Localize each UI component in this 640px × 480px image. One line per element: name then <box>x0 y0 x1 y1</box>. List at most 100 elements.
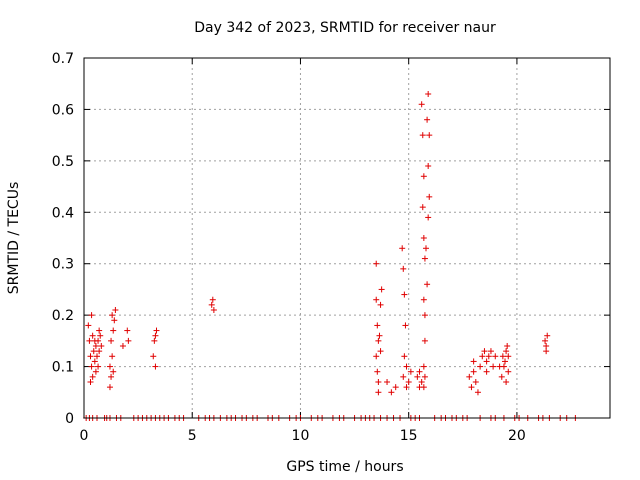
data-point <box>209 296 216 303</box>
data-point <box>420 173 427 180</box>
data-point <box>375 389 382 396</box>
data-point <box>401 353 408 360</box>
data-point <box>384 379 391 385</box>
data-point <box>153 327 160 334</box>
data-point <box>424 281 431 288</box>
y-tick-label: 0.2 <box>52 308 74 324</box>
data-point <box>109 353 116 360</box>
data-point <box>425 91 432 97</box>
data-point <box>499 353 506 360</box>
data-point <box>405 379 412 385</box>
data-point <box>88 363 95 370</box>
data-point <box>419 204 426 211</box>
data-point <box>425 214 432 221</box>
data-point <box>86 337 93 344</box>
data-point <box>111 317 118 324</box>
data-point <box>504 343 511 349</box>
tick-labels: 0 5 10 15 20 0 0.1 0.2 0.3 0.4 0.5 0.6 0.7 <box>52 51 526 444</box>
data-point <box>544 332 551 339</box>
data-point <box>125 337 132 344</box>
data-point <box>92 368 99 375</box>
data-point <box>110 368 117 375</box>
data-point <box>477 363 484 370</box>
data-point <box>402 322 409 329</box>
data-point <box>403 363 410 370</box>
y-axis-label: SRMTID / TECUs <box>6 182 22 295</box>
data-point <box>472 379 479 385</box>
data-point <box>373 353 380 360</box>
data-point <box>108 337 115 344</box>
data-point <box>426 132 433 139</box>
data-point <box>375 337 382 344</box>
data-point <box>479 353 486 360</box>
x-tick-label: 20 <box>508 428 526 444</box>
data-point <box>483 368 490 375</box>
data-point <box>424 116 431 123</box>
data-point <box>421 255 428 262</box>
data-point <box>414 373 421 380</box>
data-point <box>401 291 408 298</box>
data-point <box>421 373 428 380</box>
data-point <box>110 327 117 334</box>
data-point <box>108 373 115 380</box>
data-point <box>92 343 99 349</box>
data-point <box>377 301 384 308</box>
data-point <box>490 363 497 370</box>
data-point <box>150 353 157 360</box>
data-point <box>109 312 116 319</box>
data-point <box>85 322 92 329</box>
data-point <box>543 348 550 355</box>
data-point <box>474 389 481 396</box>
data-point <box>89 332 96 339</box>
data-point <box>95 363 102 370</box>
data-point <box>420 235 427 241</box>
data-point <box>487 348 494 355</box>
y-tick-label: 0.3 <box>52 257 74 273</box>
data-point <box>373 260 380 267</box>
data-point <box>502 358 509 365</box>
data-point <box>420 363 427 370</box>
data-point <box>377 348 384 355</box>
data-point <box>88 312 95 319</box>
data-point <box>106 384 113 391</box>
y-tick-label: 0 <box>65 411 74 427</box>
data-point <box>392 384 399 391</box>
data-point <box>420 384 427 391</box>
data-point <box>470 358 477 365</box>
data-point <box>375 379 382 385</box>
x-axis-label: GPS time / hours <box>286 459 403 475</box>
data-point <box>106 363 113 370</box>
y-tick-label: 0.5 <box>52 154 74 170</box>
data-point <box>420 296 427 303</box>
data-point <box>91 358 98 365</box>
data-point <box>90 348 97 355</box>
data-point <box>498 373 505 380</box>
data-point <box>151 337 158 344</box>
data-point <box>421 312 428 319</box>
data-point <box>374 368 381 375</box>
data-point <box>210 307 217 313</box>
data-point <box>399 245 406 252</box>
data-point <box>376 332 383 339</box>
data-point <box>374 322 381 329</box>
data-point <box>503 348 510 355</box>
data-point <box>388 389 395 396</box>
y-tick-label: 0.1 <box>52 360 74 376</box>
y-tick-label: 0.4 <box>52 205 74 221</box>
x-tick-label: 0 <box>80 428 89 444</box>
data-point <box>97 332 104 339</box>
data-point <box>485 353 492 360</box>
data-point <box>87 379 94 385</box>
data-point <box>505 353 512 360</box>
data-point <box>403 384 410 391</box>
y-tick-label: 0.6 <box>52 102 74 118</box>
x-tick-label: 10 <box>292 428 310 444</box>
data-point <box>542 337 549 344</box>
data-point <box>500 363 507 370</box>
data-point <box>96 327 103 334</box>
data-point <box>378 286 385 293</box>
grid <box>84 58 610 418</box>
data-point <box>418 379 425 385</box>
